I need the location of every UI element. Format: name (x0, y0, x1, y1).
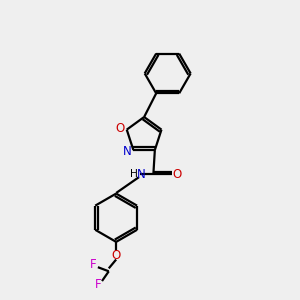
Text: O: O (112, 249, 121, 262)
Text: O: O (116, 122, 125, 135)
Text: O: O (172, 168, 182, 181)
Text: H: H (130, 169, 138, 179)
Text: F: F (95, 278, 102, 291)
Text: F: F (90, 258, 97, 271)
Text: N: N (123, 145, 132, 158)
Text: N: N (137, 168, 146, 181)
